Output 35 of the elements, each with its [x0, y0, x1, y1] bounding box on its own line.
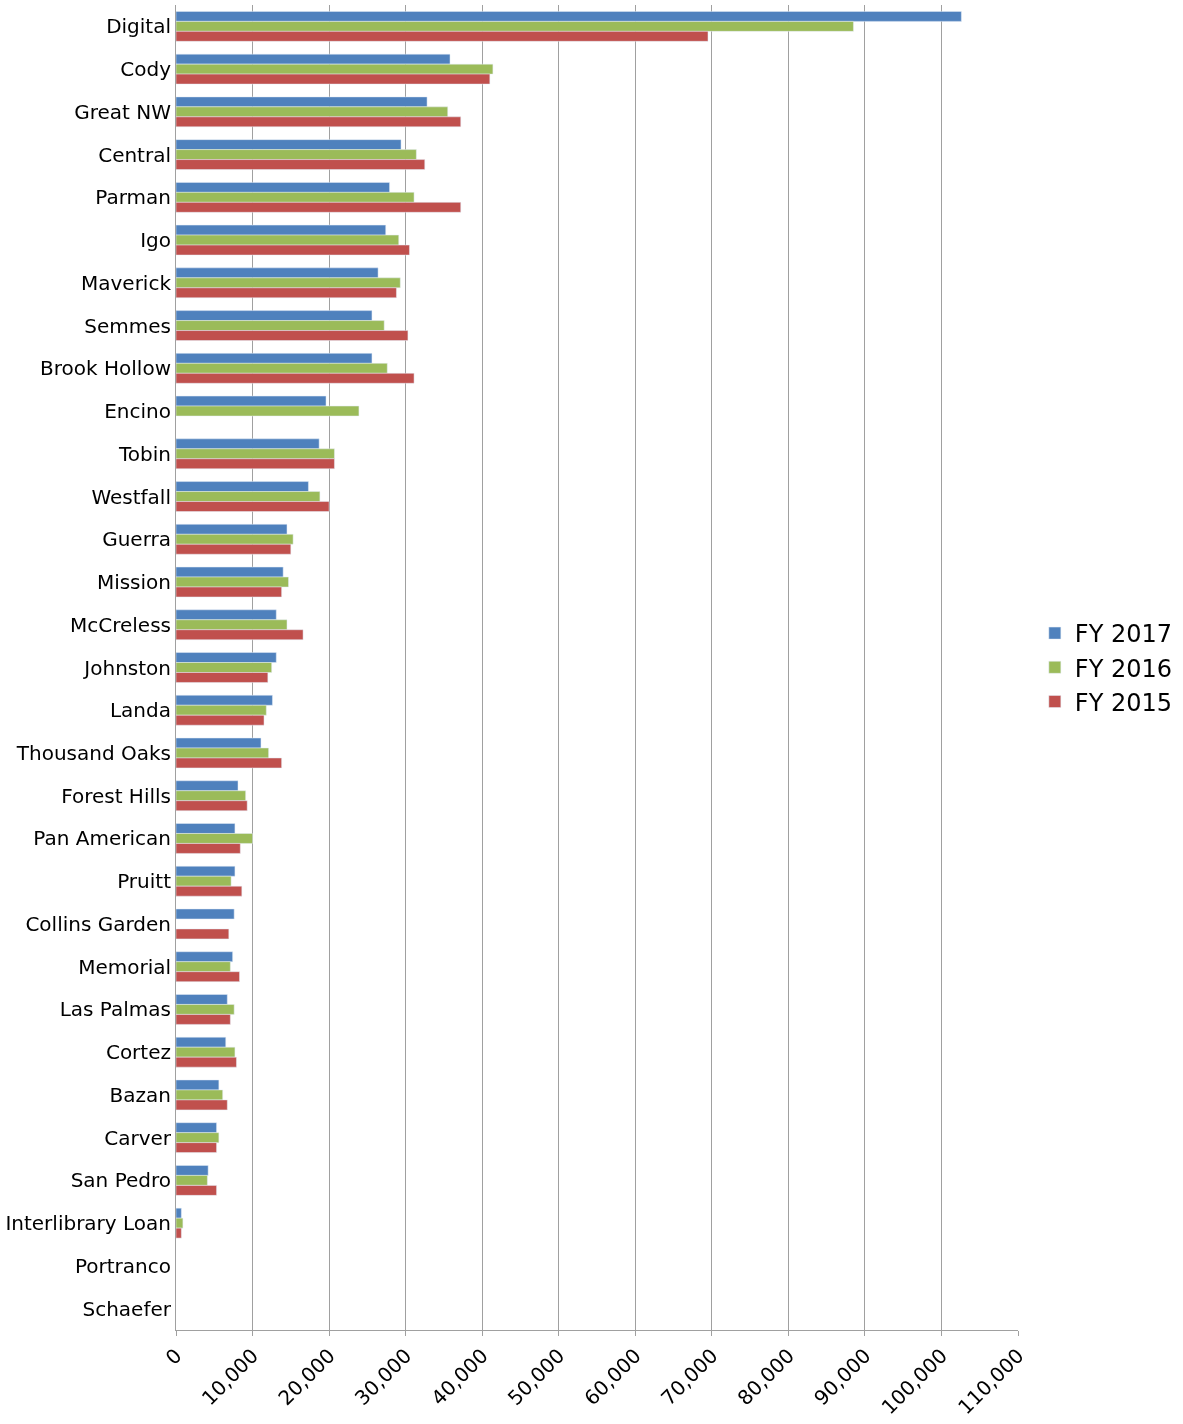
y-tick-label: Central: [98, 142, 171, 167]
y-tick-label: Great NW: [74, 99, 172, 124]
legend-label: FY 2016: [1074, 654, 1173, 683]
y-tick-label: Pruitt: [117, 869, 172, 894]
y-tick-label: Mission: [96, 570, 171, 595]
y-tick-label: Maverick: [80, 270, 172, 295]
y-tick-label: Schaefer: [82, 1296, 172, 1321]
y-tick-label: Portranco: [74, 1253, 171, 1278]
y-tick-label: Cody: [120, 57, 172, 82]
legend-label: FY 2017: [1074, 620, 1173, 649]
y-tick-label: Encino: [104, 399, 171, 424]
y-tick-label: San Pedro: [70, 1168, 171, 1193]
x-tick-label: 0: [160, 1343, 187, 1370]
y-tick-label: McCreless: [69, 612, 171, 637]
y-tick-label: Cortez: [105, 1040, 171, 1065]
y-tick-label: Memorial: [78, 954, 171, 979]
y-tick-label: Johnston: [82, 655, 171, 680]
y-tick-label: Westfall: [91, 484, 171, 509]
y-tick-label: Guerra: [102, 527, 171, 552]
y-tick-label: Brook Hollow: [40, 356, 171, 381]
y-tick-label: Bazan: [109, 1082, 171, 1107]
y-tick-label: Pan American: [33, 826, 171, 851]
y-tick-label: Digital: [106, 14, 171, 39]
y-tick-label: Tobin: [118, 441, 171, 466]
y-tick-label: Parman: [95, 185, 171, 210]
y-tick-label: Interlibrary Loan: [5, 1211, 171, 1236]
y-tick-label: Igo: [140, 228, 171, 253]
y-tick-label: Forest Hills: [61, 783, 171, 808]
legend-label: FY 2015: [1074, 688, 1173, 717]
y-tick-label: Thousand Oaks: [15, 740, 171, 765]
y-tick-label: Semmes: [84, 313, 171, 338]
y-tick-label: Carver: [104, 1125, 172, 1150]
y-tick-label: Landa: [109, 698, 171, 723]
y-tick-label: Collins Garden: [25, 911, 171, 936]
y-tick-label: Las Palmas: [59, 997, 171, 1022]
